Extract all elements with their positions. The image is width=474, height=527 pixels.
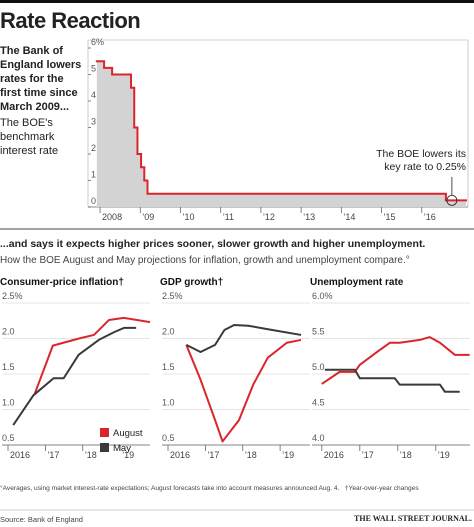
x-tick-label: ’13: [303, 212, 315, 222]
y-tick-label: 0: [91, 196, 96, 206]
chart-title: GDP growth†: [160, 277, 223, 288]
y-tick-label: 2: [91, 143, 96, 153]
x-tick-label: 2016: [10, 450, 30, 460]
section-headline: ...and says it expects higher prices soo…: [0, 238, 426, 250]
y-tick-label: 2.0: [2, 327, 15, 337]
y-tick-label: 1.5: [2, 362, 15, 372]
x-tick-label: ’14: [343, 212, 355, 222]
y-tick-label: 1.5: [162, 362, 175, 372]
y-tick-label: 5.5: [312, 327, 325, 337]
y-tick-label: 5.0: [312, 362, 325, 372]
x-tick-label: ’12: [263, 212, 275, 222]
series-line: [185, 324, 302, 353]
series-line: [33, 316, 151, 396]
y-tick-label: 2.5%: [2, 291, 23, 301]
x-tick-label: ’16: [424, 212, 436, 222]
y-tick-label: 1.0: [162, 398, 175, 408]
y-tick-label: 1.0: [2, 398, 15, 408]
legend-swatch: [100, 428, 109, 437]
area-fill: [96, 61, 466, 207]
x-tick-label: ’15: [384, 212, 396, 222]
x-tick-label: ’18: [85, 450, 97, 460]
note: °Averages, using market interest-rate ex…: [0, 485, 340, 492]
x-tick-label: ’18: [400, 450, 412, 460]
x-tick-label: ’19: [438, 450, 450, 460]
credit: THE WALL STREET JOURNAL.: [354, 514, 472, 523]
x-tick-label: 2016: [324, 450, 344, 460]
footnote: °Averages, using market interest-rate ex…: [0, 485, 474, 492]
chart-title: Consumer-price inflation†: [0, 277, 124, 288]
y-tick-label: 4: [91, 90, 96, 100]
series-line: [12, 326, 137, 426]
x-tick-label: 2008: [102, 212, 122, 222]
legend-swatch: [100, 443, 109, 452]
x-tick-label: ’17: [47, 450, 59, 460]
y-tick-label: 0.5: [162, 433, 175, 443]
plot-frame: [87, 39, 469, 207]
source: Source: Bank of England: [0, 515, 83, 524]
y-tick-label: 1: [91, 170, 96, 180]
x-tick-label: ’10: [182, 212, 194, 222]
x-tick-label: ’17: [207, 450, 219, 460]
y-tick-label: 6.0%: [312, 291, 333, 301]
y-tick-label: 6%: [91, 37, 104, 47]
y-tick-label: 2.0: [162, 327, 175, 337]
x-tick-label: ’09: [142, 212, 154, 222]
series-line: [185, 338, 302, 443]
section-dek: How the BOE August and May projections f…: [0, 255, 410, 266]
chart-subtitle: The BOE's benchmark interest rate: [0, 117, 59, 157]
y-tick-label: 2.5%: [162, 291, 183, 301]
y-tick-label: 3: [91, 117, 96, 127]
x-tick-label: ’19: [282, 450, 294, 460]
x-tick-label: ’19: [122, 450, 134, 460]
y-tick-label: 5: [91, 64, 96, 74]
y-tick-label: 0.5: [2, 433, 15, 443]
x-tick-label: ’17: [362, 450, 374, 460]
series-line: [321, 336, 470, 385]
x-tick-label: 2016: [170, 450, 190, 460]
legend-label: May: [113, 443, 131, 454]
note: †Year-over-year changes: [344, 485, 419, 492]
y-tick-label: 4.0: [312, 433, 325, 443]
legend-label: August: [113, 428, 143, 439]
title: Rate Reaction: [0, 8, 141, 33]
annotation: key rate to 0.25%: [384, 161, 466, 173]
top-rule: [0, 0, 474, 3]
chart-title: Unemployment rate: [310, 277, 404, 288]
x-tick-label: ’18: [245, 450, 257, 460]
y-tick-label: 4.5: [312, 398, 325, 408]
series-line: [324, 368, 460, 393]
x-tick-label: ’11: [223, 212, 234, 222]
annotation: The BOE lowers its: [376, 148, 466, 160]
lead: The Bank of England lowers rates for the…: [0, 45, 82, 113]
